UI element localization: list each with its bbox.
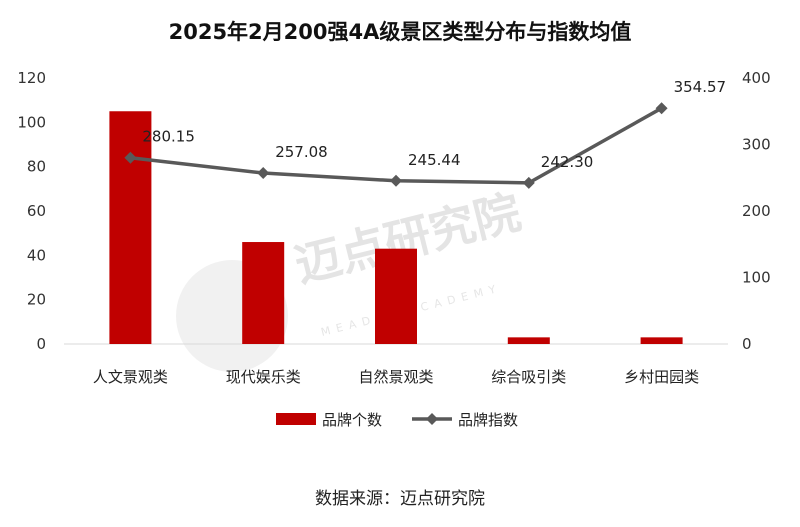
x-category-label: 人文景观类 (93, 368, 168, 386)
y-left-tick-label: 80 (27, 158, 46, 176)
data-labels: 280.15 257.08 245.44 242.30 354.57 (142, 78, 726, 171)
bar-brand-count (375, 248, 417, 344)
y-left-tick-label: 120 (17, 69, 46, 87)
index-point-marker (390, 174, 402, 187)
x-category-label: 乡村田园类 (624, 368, 699, 386)
index-point-marker (257, 167, 270, 180)
index-data-label: 242.30 (541, 153, 594, 171)
y-right-tick-label: 100 (742, 269, 771, 287)
index-line (124, 102, 668, 189)
legend-bar-label: 品牌个数 (322, 411, 382, 429)
bar-brand-count (640, 337, 683, 344)
y-right-tick-label: 400 (742, 69, 771, 87)
index-point-marker (522, 176, 535, 189)
bars (109, 111, 683, 344)
chart-title: 2025年2月200强4A级景区类型分布与指数均值 (168, 20, 632, 44)
y-right-tick-label: 200 (742, 202, 771, 220)
y-left-tick-label: 0 (36, 335, 46, 353)
index-data-label: 354.57 (674, 78, 727, 96)
y-left-tick-label: 20 (27, 291, 46, 309)
bar-brand-count (242, 242, 285, 344)
index-series-line (130, 106, 663, 185)
x-category-label: 综合吸引类 (491, 368, 566, 386)
bar-brand-count (507, 337, 550, 344)
y-left-tick-label: 100 (17, 113, 46, 131)
legend-line-label: 品牌指数 (458, 411, 518, 429)
bar-brand-count (109, 111, 152, 344)
y-right-tick-label: 0 (742, 335, 752, 353)
index-data-label: 280.15 (142, 128, 195, 146)
x-category-label: 现代娱乐类 (226, 368, 301, 386)
x-category-label: 自然景观类 (358, 368, 433, 386)
legend: 品牌个数 品牌指数 (276, 411, 518, 429)
legend-bar-swatch (276, 413, 316, 425)
y-left-tick-label: 40 (27, 246, 46, 264)
index-point-marker (655, 102, 668, 115)
y-left-tick-label: 60 (27, 202, 46, 220)
index-point-marker (124, 151, 137, 164)
index-data-label: 245.44 (408, 151, 461, 169)
index-data-label: 257.08 (275, 143, 328, 161)
source-note: 数据来源：迈点研究院 (315, 489, 485, 509)
legend-line-marker (426, 413, 438, 425)
y-right-tick-label: 300 (742, 136, 771, 154)
